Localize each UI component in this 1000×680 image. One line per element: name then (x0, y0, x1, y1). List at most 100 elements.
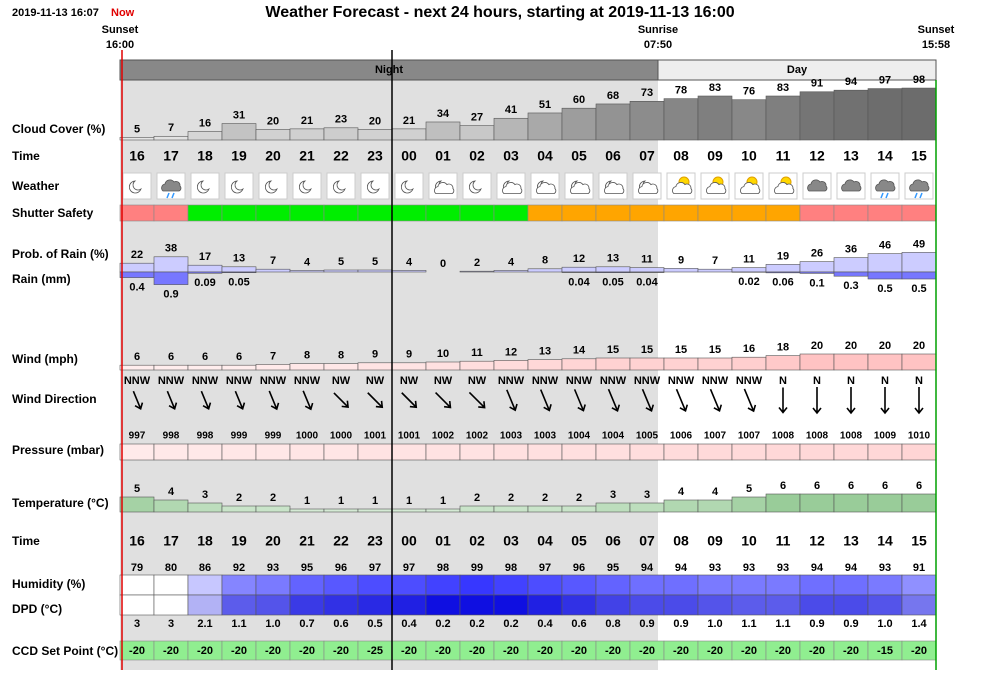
temperature-value: 2 (542, 492, 548, 504)
icon-box (360, 172, 390, 200)
hour: 01 (435, 148, 451, 164)
rain-prob-value: 36 (845, 244, 857, 256)
wind-arrow (607, 388, 621, 413)
pressure-value: 1001 (398, 431, 421, 442)
pressure-cell (765, 443, 801, 461)
rain-bar (221, 271, 257, 273)
row-label: Cloud Cover (%) (12, 122, 105, 136)
row-label: Rain (mm) (12, 272, 71, 286)
rain-prob-value: 8 (542, 255, 548, 267)
temperature-value: 6 (916, 480, 922, 492)
rain-prob-value: 4 (508, 256, 515, 268)
pressure-value: 997 (129, 431, 146, 442)
dpd-cell (527, 594, 563, 616)
shutter-cell (867, 204, 903, 222)
pressure-value: 999 (231, 431, 248, 442)
dpd-cell (391, 594, 427, 616)
rain-prob-bar (731, 267, 767, 273)
temperature-bar (255, 505, 291, 513)
wind-arrow (778, 387, 788, 414)
dpd-value: 1.0 (265, 618, 280, 630)
temperature-value: 1 (372, 495, 378, 507)
wind-value: 18 (777, 342, 789, 354)
dpd-value: 0.2 (503, 618, 518, 630)
temperature-bar (323, 508, 359, 513)
hour: 14 (877, 148, 893, 164)
cloud-value: 51 (539, 99, 551, 111)
wind-arrow (367, 392, 384, 409)
dpd-cell (561, 594, 597, 616)
shutter-cell (663, 204, 699, 222)
icon-moon (129, 180, 142, 194)
wind-value: 20 (811, 340, 823, 352)
ccd-value: -20 (911, 645, 927, 657)
temperature-bar (629, 502, 665, 513)
wind-bar (527, 359, 563, 371)
wind-bar (629, 357, 665, 371)
dpd-value: 3 (134, 618, 140, 630)
pressure-cell (629, 443, 665, 461)
temperature-value: 2 (508, 492, 514, 504)
wind-arrow (132, 390, 144, 410)
icon-cloud (706, 182, 727, 194)
wind-bar (799, 353, 835, 371)
rain-bar (119, 271, 155, 278)
wind-arrow (539, 389, 552, 412)
rain-value: 0.5 (911, 283, 926, 295)
rain-prob-value: 12 (573, 253, 585, 265)
humidity-cell (391, 574, 427, 596)
temperature-value: 6 (780, 480, 786, 492)
humidity-value: 94 (811, 562, 824, 574)
humidity-value: 97 (539, 562, 551, 574)
hour: 04 (537, 533, 553, 549)
humidity-cell (323, 574, 359, 596)
hour: 20 (265, 148, 281, 164)
wind-direction: N (881, 375, 889, 387)
humidity-cell (901, 574, 937, 596)
icon-cloud (774, 182, 795, 194)
temperature-bar (561, 505, 597, 513)
icon-rain (914, 192, 923, 199)
wind-direction: NNW (566, 375, 593, 387)
dpd-cell (425, 594, 461, 616)
cloud-value: 73 (641, 87, 653, 99)
rain-value: 0.06 (772, 277, 793, 289)
dpd-cell (799, 594, 835, 616)
temperature-bar (799, 493, 835, 513)
wind-value: 15 (675, 344, 687, 356)
shutter-cell (697, 204, 733, 222)
pressure-cell (391, 443, 427, 461)
humidity-cell (255, 574, 291, 596)
rain-prob-bar (595, 266, 631, 273)
humidity-cell (731, 574, 767, 596)
temperature-value: 6 (848, 480, 854, 492)
shutter-cell (255, 204, 291, 222)
humidity-value: 97 (369, 562, 381, 574)
wind-value: 15 (641, 344, 653, 356)
dpd-value: 0.2 (435, 618, 450, 630)
wind-arrow (846, 387, 856, 415)
pressure-cell (289, 443, 325, 461)
dpd-cell (187, 594, 223, 616)
cloud-bar (799, 91, 835, 141)
pressure-value: 1002 (432, 431, 455, 442)
cloud-value: 98 (913, 74, 925, 86)
pressure-cell (527, 443, 563, 461)
wind-arrow (234, 390, 246, 410)
temperature-value: 3 (644, 489, 650, 501)
rain-prob-value: 7 (270, 255, 276, 267)
wind-direction: NNW (260, 375, 287, 387)
ccd-value: -20 (129, 645, 145, 657)
hour: 19 (231, 533, 247, 549)
pressure-cell (119, 443, 155, 461)
row-label: Weather (12, 179, 59, 193)
temperature-bar (765, 493, 801, 513)
rain-prob-value: 38 (165, 243, 177, 255)
wind-direction: NW (366, 375, 385, 387)
rain-prob-value: 26 (811, 248, 823, 260)
pressure-cell (799, 443, 835, 461)
cloud-bar (629, 101, 665, 141)
row-labels: Cloud Cover (%) Time Weather Shutter Saf… (12, 122, 118, 658)
cloud-bar (221, 123, 257, 141)
